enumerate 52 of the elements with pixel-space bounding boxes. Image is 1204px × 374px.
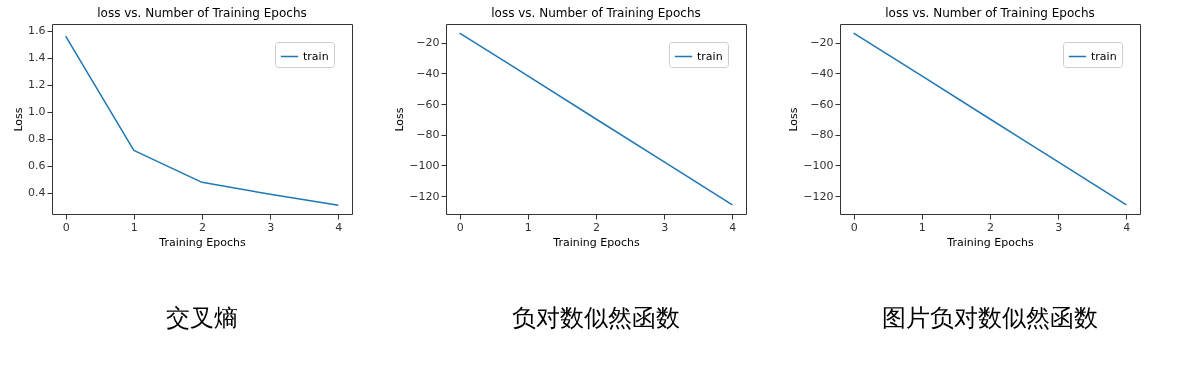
text: 图片负对数似然函数 — [882, 304, 1098, 332]
text: 交叉熵 — [166, 304, 238, 332]
y-tick-label: −100 — [409, 158, 440, 172]
line-series — [852, 32, 1128, 206]
y-tick-label: −20 — [416, 36, 440, 50]
legend-label: train — [303, 49, 329, 63]
chart-title: loss vs. Number of Training Epochs — [97, 6, 307, 20]
legend-label: train — [1091, 49, 1117, 63]
y-tick-label: −60 — [810, 97, 834, 111]
text: 负对数似然函数 — [512, 304, 680, 332]
x-tick-label: 1 — [130, 220, 138, 234]
x-tick-label: 1 — [918, 220, 926, 234]
y-tick-label: −60 — [416, 97, 440, 111]
line-series — [458, 32, 734, 206]
y-tick-label: −120 — [803, 189, 834, 203]
x-tick-label: 3 — [1055, 220, 1063, 234]
x-tick-label: 3 — [661, 220, 669, 234]
x-tick-label: 4 — [729, 220, 737, 234]
x-axis-title: Training Epochs — [158, 235, 246, 249]
y-tick-label: −80 — [810, 128, 834, 142]
x-tick-label: 0 — [62, 220, 70, 234]
x-tick-label: 4 — [335, 220, 343, 234]
x-axis-title: Training Epochs — [946, 235, 1034, 249]
y-tick-label: −80 — [416, 128, 440, 142]
legend-label: train — [697, 49, 723, 63]
x-tick-label: 3 — [267, 220, 275, 234]
x-tick-label: 4 — [1123, 220, 1131, 234]
x-tick-label: 2 — [987, 220, 994, 234]
y-tick-label: 1.0 — [28, 105, 46, 119]
x-tick-label: 0 — [850, 220, 858, 234]
y-tick-label: 0.6 — [28, 159, 46, 173]
line-series — [64, 35, 340, 207]
y-tick-label: 0.8 — [28, 132, 46, 146]
y-tick-label: 1.6 — [28, 24, 46, 38]
y-tick-label: −100 — [803, 158, 834, 172]
y-axis-title: Loss — [393, 107, 407, 132]
x-tick-label: 1 — [524, 220, 532, 234]
x-axis-title: Training Epochs — [552, 235, 640, 249]
y-tick-label: 1.4 — [28, 51, 46, 65]
y-tick-label: 1.2 — [28, 78, 46, 92]
chart-title: loss vs. Number of Training Epochs — [885, 6, 1095, 20]
y-tick-label: −40 — [810, 66, 834, 80]
chart-title: loss vs. Number of Training Epochs — [491, 6, 701, 20]
y-axis-title: Loss — [12, 107, 26, 132]
y-tick-label: −20 — [810, 36, 834, 50]
y-tick-label: 0.4 — [28, 186, 46, 200]
y-axis-title: Loss — [787, 107, 801, 132]
y-tick-label: −120 — [409, 189, 440, 203]
x-tick-label: 2 — [199, 220, 206, 234]
x-tick-label: 0 — [456, 220, 464, 234]
x-tick-label: 2 — [593, 220, 600, 234]
y-tick-label: −40 — [416, 66, 440, 80]
